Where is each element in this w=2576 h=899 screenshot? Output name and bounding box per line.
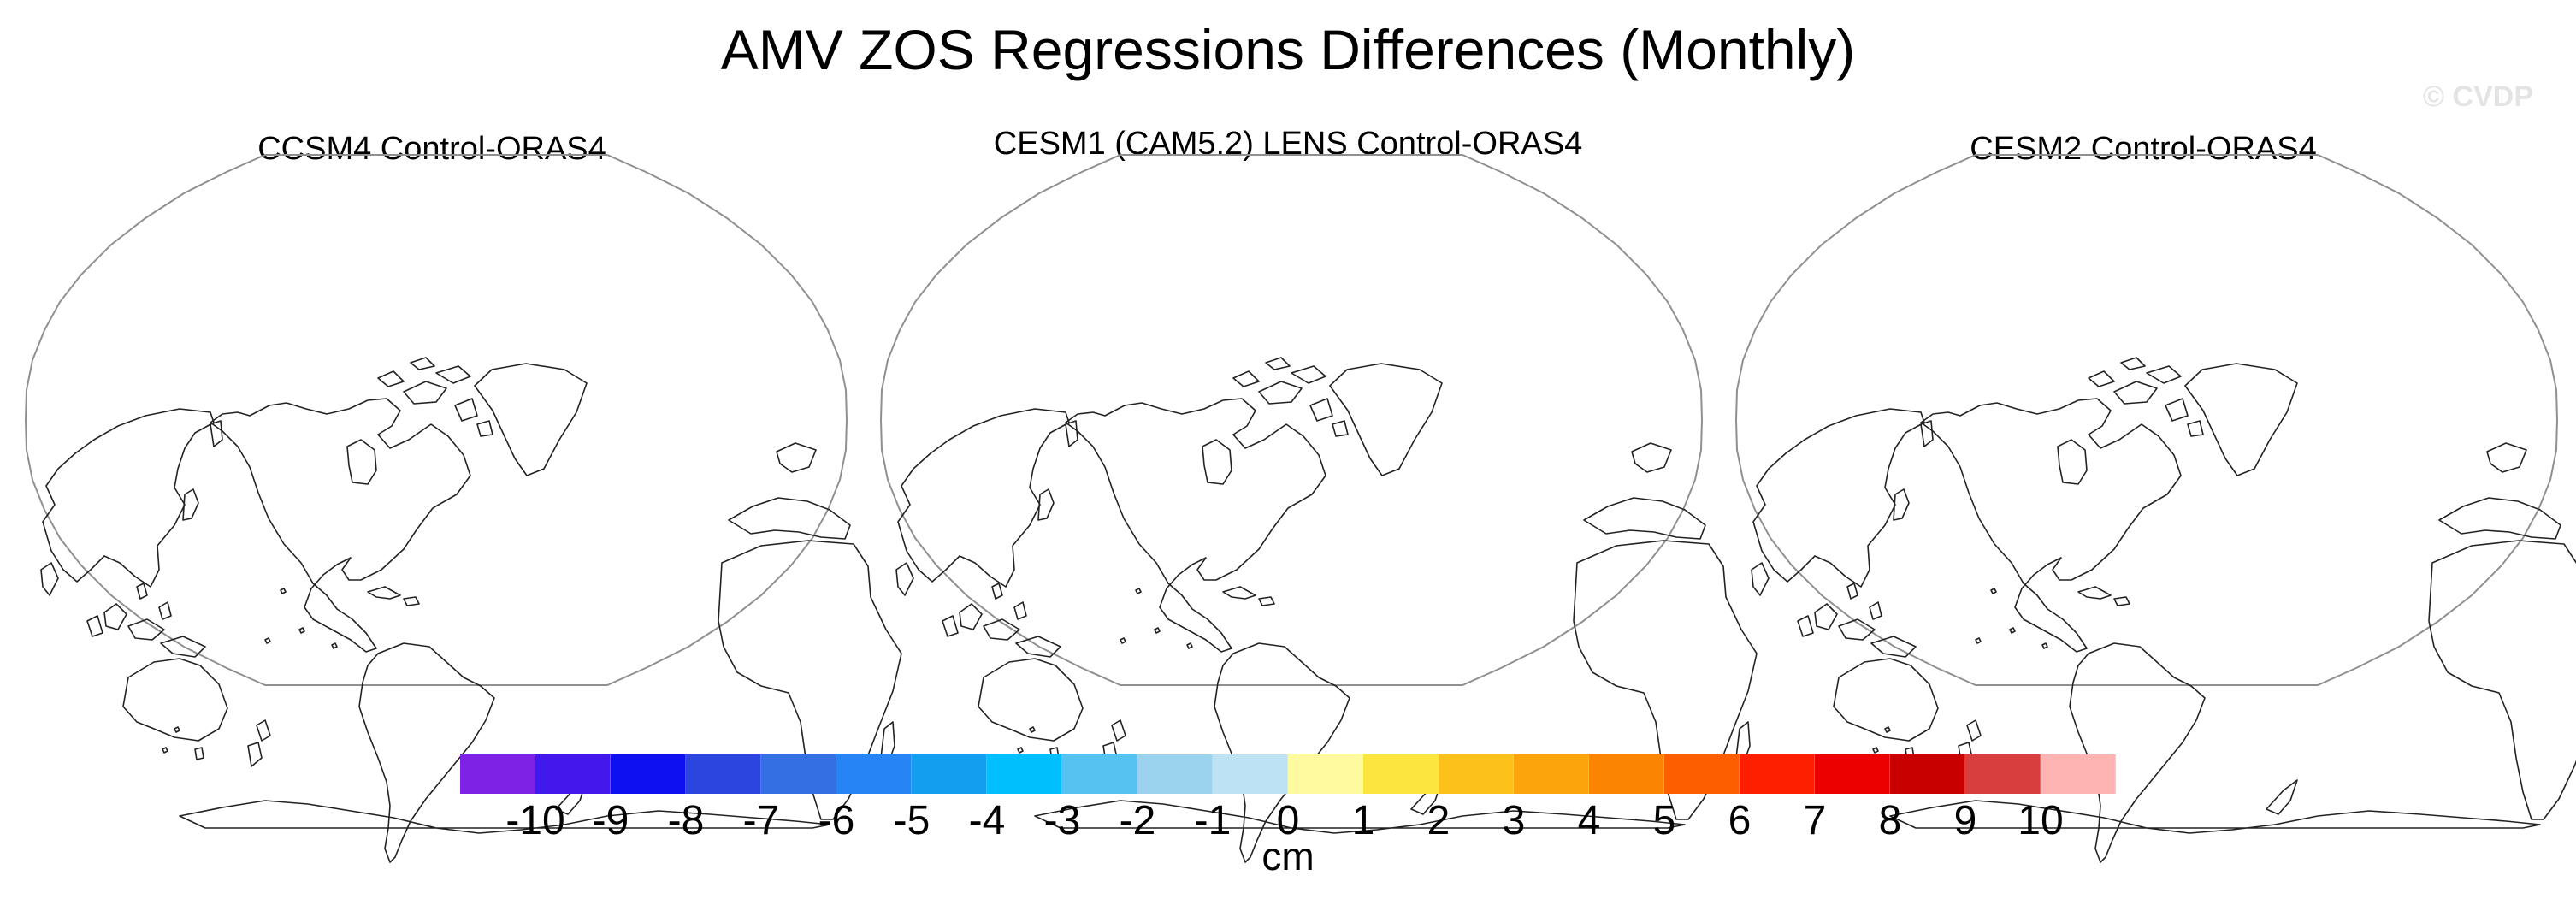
colorbar-box (1740, 754, 1815, 794)
colorbar-tick-label: -3 (1043, 798, 1081, 843)
colorbar-tick-label: 8 (1878, 798, 1902, 843)
colorbar-tick-label: -1 (1194, 798, 1232, 843)
colorbar-tick-label: -5 (893, 798, 931, 843)
colorbar-tick-label: 10 (2018, 798, 2064, 843)
panel-title-ccsm4: CCSM4 Control-ORAS4 (257, 131, 606, 167)
colorbar-box (1062, 754, 1137, 794)
colorbar-box (912, 754, 987, 794)
colorbar-tick-label: 7 (1803, 798, 1827, 843)
panel-title-cesm2: CESM2 Control-ORAS4 (1970, 131, 2317, 167)
colorbar-tick-label: 1 (1351, 798, 1375, 843)
colorbar-box (1664, 754, 1740, 794)
colorbar-tick-label: 3 (1502, 798, 1526, 843)
map-panel-cesm2 (1734, 154, 2576, 863)
colorbar-box (460, 754, 535, 794)
colorbar-box (761, 754, 836, 794)
colorbar-box (836, 754, 912, 794)
colorbar-box (1137, 754, 1213, 794)
colorbar-box (1288, 754, 1363, 794)
colorbar-tick-label: -8 (667, 798, 705, 843)
map-outline (1734, 154, 2559, 686)
figure-title: AMV ZOS Regressions Differences (Monthly… (720, 18, 1856, 81)
colorbar-box (1890, 754, 1965, 794)
map-panel-cesm1 (879, 154, 1758, 863)
colorbar-box (2041, 754, 2116, 794)
colorbar-tick-label: -2 (1119, 798, 1156, 843)
colorbar-box (987, 754, 1062, 794)
colorbar-box (1965, 754, 2041, 794)
colorbar-box (686, 754, 761, 794)
map-outline (879, 154, 1704, 686)
colorbar-tick-label: -7 (742, 798, 780, 843)
colorbar-tick-label: 0 (1276, 798, 1300, 843)
colorbar-tick-label: 2 (1427, 798, 1450, 843)
map-panel-ccsm4 (24, 154, 902, 863)
colorbar-tick-label: 4 (1577, 798, 1601, 843)
colorbar-units-label: cm (1261, 834, 1315, 878)
colorbar-tick-label: -9 (592, 798, 629, 843)
colorbar-box (1439, 754, 1514, 794)
colorbar-box (1514, 754, 1589, 794)
colorbar-box (535, 754, 611, 794)
colorbar-tick-label: -6 (818, 798, 855, 843)
colorbar (460, 754, 2116, 794)
colorbar-tick-label: -10 (505, 798, 565, 843)
colorbar-box (1363, 754, 1439, 794)
colorbar-box (1213, 754, 1288, 794)
cvdp-watermark: © CVDP (2423, 80, 2533, 113)
map-outline (24, 154, 848, 686)
colorbar-tick-label: -4 (968, 798, 1006, 843)
colorbar-box (1589, 754, 1664, 794)
colorbar-box (611, 754, 686, 794)
colorbar-tick-label: 5 (1652, 798, 1676, 843)
colorbar-tick-label: 9 (1953, 798, 1977, 843)
colorbar-box (1815, 754, 1890, 794)
colorbar-tick-label: 6 (1728, 798, 1752, 843)
